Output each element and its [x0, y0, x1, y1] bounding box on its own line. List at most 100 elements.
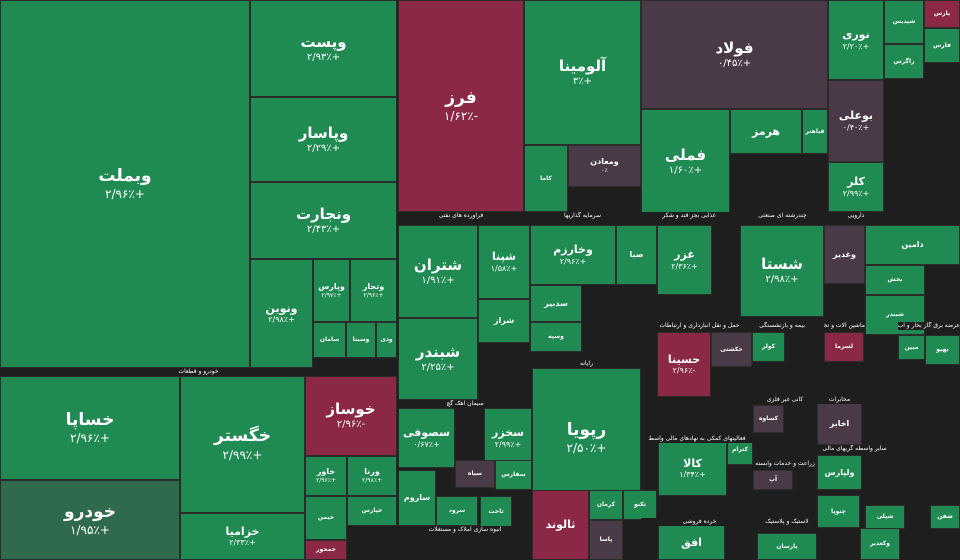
stock-tile[interactable]: ساروم	[398, 470, 436, 526]
stock-tile[interactable]: سامان	[313, 322, 346, 358]
stock-tile[interactable]: ثالوند	[532, 490, 589, 560]
stock-tile[interactable]: کالا +۱/۳۴٪	[658, 441, 727, 496]
stock-tile[interactable]: فباهنر	[802, 109, 828, 154]
stock-tile[interactable]: مبین	[898, 335, 925, 360]
stock-tile[interactable]: آپ	[753, 470, 793, 490]
stock-symbol: ونجارت	[295, 204, 352, 223]
stock-tile[interactable]: خساپا +۲/۹۶٪	[0, 376, 180, 480]
stock-symbol: حسینا	[667, 352, 701, 366]
stock-tile[interactable]: پارس	[924, 0, 960, 28]
stock-symbol: ومعادن	[590, 157, 619, 167]
stock-symbol: ساروم	[403, 493, 431, 502]
stock-tile[interactable]: شبندر	[865, 295, 925, 335]
stock-tile[interactable]: ودی	[376, 322, 397, 358]
stock-tile[interactable]: رپویا +۲/۵۰٪	[532, 368, 641, 508]
stock-tile[interactable]: سفارس	[495, 460, 532, 490]
stock-tile[interactable]: حکشتی	[711, 332, 752, 367]
stock-tile[interactable]: نوری +۲/۲۰٪	[828, 0, 884, 80]
stock-tile[interactable]: کلر +۲/۹۹٪	[828, 162, 884, 212]
stock-tile[interactable]: خیمن	[305, 496, 347, 540]
stock-tile[interactable]: خگستر +۲/۹۹٪	[180, 376, 305, 513]
stock-tile[interactable]: صبا	[616, 225, 657, 285]
stock-tile[interactable]: وسپه	[530, 322, 582, 352]
sector-label: چندرشته ای صنعتی	[737, 212, 828, 220]
stock-tile[interactable]: ولپارس	[817, 455, 862, 490]
stock-tile[interactable]: پاسا	[589, 520, 623, 560]
stock-tile[interactable]: سصوفی +۰/۶۷٪	[398, 408, 455, 468]
stock-symbol: شپنا	[492, 250, 516, 264]
stock-tile[interactable]: تکنو	[623, 490, 657, 520]
stock-tile[interactable]: شفن	[930, 505, 960, 529]
stock-tile[interactable]: خاور +۲/۹۶٪	[305, 456, 347, 496]
stock-tile[interactable]: دامین	[865, 225, 960, 265]
stock-tile[interactable]: وسینا	[346, 322, 376, 358]
stock-tile[interactable]: فملی +۱/۶۰٪	[641, 109, 730, 214]
stock-symbol: وخارزم	[553, 243, 593, 257]
stock-tile[interactable]: سدبیر	[530, 285, 582, 322]
stock-tile[interactable]: خودرو +۱/۹۵٪	[0, 480, 180, 560]
stock-tile[interactable]: چنوپا	[817, 495, 860, 528]
stock-tile[interactable]: وبملت +۲/۹۶٪	[0, 0, 250, 368]
stock-tile[interactable]: وپاسار +۲/۲۹٪	[250, 97, 397, 182]
stock-tile[interactable]: ثاخت	[480, 496, 512, 528]
stock-tile[interactable]: وتجار +۲/۹۶٪	[350, 259, 397, 322]
stock-change: +۲/۹۸٪	[765, 274, 799, 286]
stock-tile[interactable]: اخابر	[817, 403, 862, 445]
stock-tile[interactable]: وغدیر	[824, 225, 865, 284]
stock-change: +۲/۹۸٪	[362, 477, 382, 485]
stock-tile[interactable]: هرمز	[730, 109, 802, 154]
stock-tile[interactable]: ونوین +۲/۹۸٪	[250, 259, 313, 368]
stock-tile[interactable]: زاگرس	[884, 44, 924, 79]
stock-tile[interactable]: شپدیس	[884, 0, 924, 44]
stock-tile[interactable]: کاما	[524, 145, 568, 212]
stock-tile[interactable]: خپارس	[347, 496, 397, 526]
stock-tile[interactable]: بخش	[865, 265, 925, 295]
stock-symbol: پاسا	[599, 536, 613, 544]
stock-tile[interactable]: شپلی	[865, 505, 905, 529]
stock-symbol: پارسان	[776, 542, 798, 550]
sector-label: بیمه و بازنشستگی	[740, 322, 824, 330]
stock-tile[interactable]: افق	[658, 525, 725, 560]
stock-tile[interactable]: خزامیا +۲/۳۳٪	[180, 513, 305, 560]
stock-symbol: کولر	[761, 343, 776, 351]
stock-tile[interactable]: ومعادن ۰٪	[568, 145, 641, 187]
stock-change: +۲/۹۷٪	[321, 291, 342, 299]
stock-change: +۲/۲۹٪	[306, 142, 341, 154]
stock-tile[interactable]: وپست +۲/۹۳٪	[250, 0, 397, 97]
stock-tile[interactable]: شبندر +۲/۲۵٪	[398, 318, 478, 400]
stock-symbol: شپلی	[876, 513, 894, 521]
stock-tile[interactable]: حسینا -۲/۹۶٪	[657, 332, 711, 397]
stock-tile[interactable]: کساوه	[753, 405, 784, 433]
stock-tile[interactable]: بوعلی +۰/۴۰٪	[828, 80, 884, 162]
stock-change: -۱/۶۲٪	[443, 109, 479, 124]
stock-tile[interactable]: شستا +۲/۹۸٪	[740, 225, 824, 317]
stock-tile[interactable]: کولر	[752, 332, 785, 362]
stock-tile[interactable]: بهپو	[925, 335, 960, 365]
stock-tile[interactable]: شتران +۱/۹۱٪	[398, 225, 478, 318]
stock-tile[interactable]: آلومینا +۳٪	[524, 0, 641, 145]
stock-tile[interactable]: شپنا +۱/۵۸٪	[478, 225, 530, 299]
stock-symbol: خوساز	[326, 400, 376, 419]
stock-tile[interactable]: وخارزم +۲/۹۶٪	[530, 225, 616, 285]
stock-tile[interactable]: ورنا +۲/۹۸٪	[347, 456, 397, 496]
stock-tile[interactable]: پارسان	[757, 533, 817, 560]
stock-tile[interactable]: سرود	[436, 496, 478, 526]
stock-symbol: ونوین	[265, 301, 298, 315]
stock-tile[interactable]: لسرما	[824, 332, 864, 362]
stock-symbol: پارس	[933, 10, 951, 18]
stock-tile[interactable]: شراز	[478, 299, 530, 343]
stock-tile[interactable]: فرز -۱/۶۲٪	[398, 0, 524, 212]
stock-tile[interactable]: غزر +۲/۳۶٪	[657, 225, 712, 295]
stock-tile[interactable]: سخزر +۲/۹۹٪	[484, 408, 532, 468]
stock-tile[interactable]: وپارس +۲/۹۷٪	[313, 259, 350, 322]
stock-tile[interactable]: وکغدیر	[860, 528, 900, 560]
stock-tile[interactable]: کرمان	[589, 490, 623, 520]
stock-tile[interactable]: خوساز -۲/۹۶٪	[305, 376, 397, 456]
stock-symbol: خزامیا	[225, 524, 260, 538]
stock-tile[interactable]: فارس	[924, 28, 960, 63]
stock-symbol: تکنو	[634, 501, 646, 509]
stock-tile[interactable]: ونجارت +۲/۴۳٪	[250, 182, 397, 259]
stock-tile[interactable]: خمحور	[305, 540, 347, 560]
stock-tile[interactable]: فولاد +۰/۴۵٪	[641, 0, 828, 109]
stock-tile[interactable]: سیاه	[455, 460, 495, 488]
